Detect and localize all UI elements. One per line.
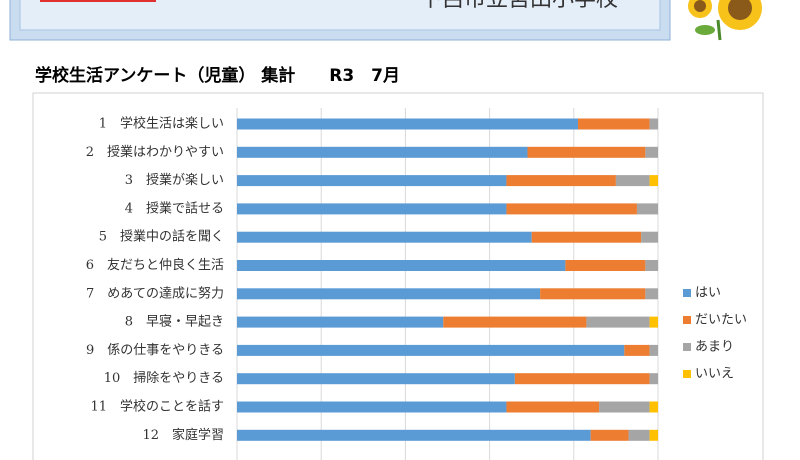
category-label: 2 授業はわかりやすい (86, 144, 224, 160)
bar-segment (506, 203, 637, 215)
bar-segment (615, 175, 650, 187)
legend-label: はい (695, 286, 721, 301)
bar-segment (506, 401, 600, 413)
bar-segment (590, 429, 629, 441)
bar-segment (645, 260, 658, 271)
bar-segment (649, 175, 658, 187)
bar-segment (636, 203, 658, 215)
legend-label: いいえ (695, 367, 734, 382)
bar-segment (649, 316, 658, 328)
legend-swatch (683, 289, 691, 297)
bar-segment (237, 118, 579, 130)
category-label: 7 めあての達成に努力 (86, 286, 224, 301)
bar-segment (531, 231, 642, 243)
bar-segment (237, 203, 507, 215)
category-label: 1 学校生活は楽しい (99, 116, 224, 132)
bar-segment (586, 316, 650, 328)
bar-segment (649, 344, 658, 356)
category-label: 10 掃除をやりきる (104, 370, 224, 386)
bar-segment (237, 344, 625, 356)
bar-segment (237, 175, 507, 187)
bar-segment (628, 429, 650, 441)
bar-segment (443, 316, 587, 328)
category-label: 8 早寝・早起き (125, 314, 224, 330)
bar-segment (624, 344, 650, 356)
category-label: 9 係の仕事をやりきる (86, 343, 224, 358)
banner-inner (19, 0, 661, 31)
legend-swatch (683, 370, 691, 378)
bar-segment (565, 260, 646, 271)
banner-text: 下呂市立宮田小学校 (420, 0, 618, 12)
bar-segment (649, 373, 658, 385)
category-label: 3 授業が楽しい (125, 172, 224, 188)
legend-label: だいたい (695, 313, 747, 328)
category-label: 6 友だちと仲良く生活 (86, 257, 224, 273)
bar-segment (237, 316, 444, 328)
sunflower (688, 0, 762, 41)
bar-segment (649, 118, 658, 130)
category-label: 4 授業で話せる (125, 200, 224, 216)
bar-segment (578, 118, 650, 130)
category-label: 11 学校のことを話す (90, 399, 224, 415)
legend-label: あまり (695, 340, 734, 355)
bar-segment (540, 288, 646, 300)
bar-segment (649, 401, 658, 413)
bar-segment (237, 401, 507, 413)
category-label: 5 授業中の話を聞く (99, 229, 224, 245)
bar-segment (237, 373, 515, 385)
category-label: 12 家庭学習 (142, 427, 224, 443)
bar-segment (237, 146, 528, 158)
bar-segment (237, 231, 532, 243)
bar-segment (506, 175, 616, 187)
chart-title: 学校生活アンケート（児童） 集計 R3 7月 (35, 65, 400, 86)
bar-segment (641, 231, 658, 243)
bar-segment (645, 288, 658, 300)
banner-accent (40, 0, 156, 2)
bar-segment (237, 288, 541, 300)
bar-segment (527, 146, 646, 158)
legend-swatch (683, 316, 691, 324)
bar-segment (237, 429, 591, 441)
bar-segment (645, 146, 658, 158)
legend-swatch (683, 343, 691, 351)
bar-segment (599, 401, 650, 413)
bar-segment (649, 429, 658, 441)
bar-segment (237, 260, 566, 271)
bar-segment (514, 373, 650, 385)
